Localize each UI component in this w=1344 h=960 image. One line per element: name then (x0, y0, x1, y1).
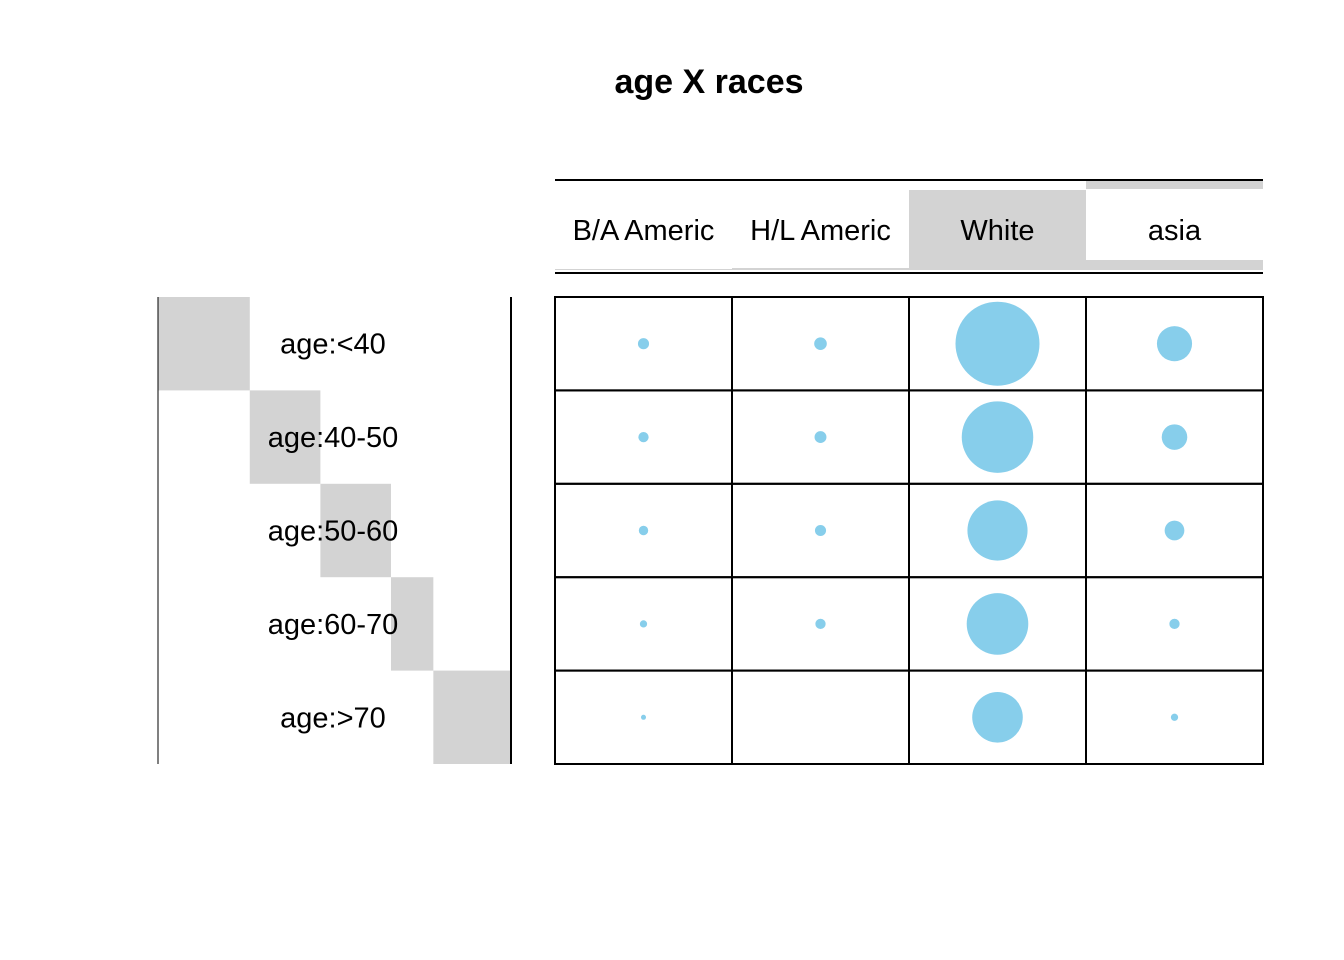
bubble-age-40-white (955, 301, 1040, 386)
bubble-age-60-70-h-l-americ (815, 618, 826, 630)
row-header: age:<40 age:40-50 age:50-60 age:60-70 age:>7… (157, 297, 512, 764)
bubble-age-50-60-white (967, 500, 1028, 561)
column-bar-h-l-americ (732, 268, 909, 270)
bubble-age-70-asia (1170, 713, 1179, 721)
bubble-age-40-h-l-americ (814, 337, 827, 351)
bubble-age-70-b-a-americ (641, 714, 646, 720)
row-label-age-40: age:<40 (280, 329, 386, 361)
bubble-age-50-60-asia (1164, 520, 1185, 541)
column-label-white: White (960, 215, 1034, 247)
bubble-grid (554, 296, 1264, 765)
bubble-age-70-white (972, 692, 1023, 743)
bubble-age-50-60-h-l-americ (814, 524, 827, 537)
cell-age-70-asia (1085, 669, 1264, 765)
column-top-band-asia (1086, 180, 1263, 189)
row-label-age-60-70: age:60-70 (268, 609, 399, 641)
bubble-age-50-60-b-a-americ (638, 525, 649, 536)
row-label-age-70: age:>70 (280, 702, 386, 734)
column-bar-white (909, 190, 1086, 270)
bubble-age-60-70-asia (1169, 618, 1180, 630)
column-label-b-a-americ: B/A Americ (573, 215, 715, 247)
column-label-asia: asia (1148, 215, 1202, 247)
bubble-age-40-50-h-l-americ (814, 431, 827, 444)
cell-age-70-h-l-americ (731, 669, 910, 765)
bubble-age-60-70-white (966, 593, 1029, 655)
bubble-age-60-70-b-a-americ (639, 620, 648, 628)
row-bar-age-40-50 (249, 390, 321, 484)
column-label-h-l-americ: H/L Americ (750, 215, 891, 247)
bubble-age-40-b-a-americ (637, 338, 650, 350)
row-bar-age-40 (158, 297, 250, 391)
bubble-age-40-50-white (961, 401, 1034, 473)
row-bar-age-70 (433, 670, 511, 764)
bubble-age-40-asia (1156, 326, 1193, 362)
bubble-age-40-50-asia (1161, 424, 1188, 450)
column-bar-asia (1086, 260, 1263, 270)
row-bar-age-50-60 (320, 483, 391, 578)
column-bar-b-a-americ (555, 269, 732, 270)
row-label-age-50-60: age:50-60 (268, 516, 399, 548)
column-header: B/A Americ H/L Americ White asia (555, 179, 1263, 274)
chart-title: age X races (614, 63, 803, 101)
row-bar-age-60-70 (390, 577, 434, 671)
bubble-age-40-50-b-a-americ (638, 431, 649, 443)
row-label-age-40-50: age:40-50 (268, 422, 399, 454)
